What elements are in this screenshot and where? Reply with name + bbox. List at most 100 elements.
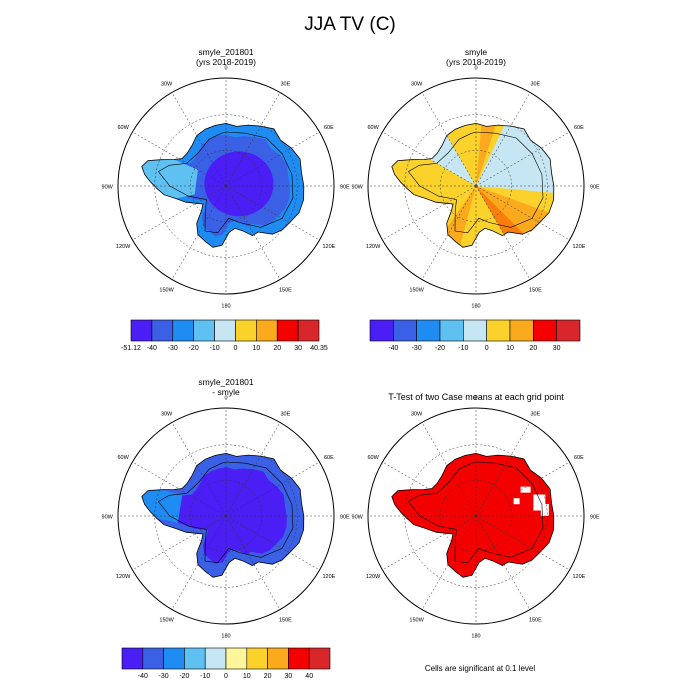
- colorbar-swatch: [393, 319, 417, 342]
- colorbar-tick-label: -20: [179, 673, 189, 680]
- main-title: JJA TV (C): [304, 14, 396, 35]
- colorbar-tick-label: -20: [435, 345, 445, 352]
- longitude-label: 30W: [161, 412, 173, 418]
- colorbar-swatch: [193, 319, 215, 342]
- colorbar-swatch: [439, 319, 464, 342]
- latitude-circle: [404, 114, 548, 258]
- meridian-line: [171, 422, 227, 517]
- colorbar-tick-label: -30: [412, 345, 422, 352]
- panel-title-line: smyle: [465, 47, 487, 57]
- meridian-line: [382, 131, 477, 187]
- longitude-label: 120E: [322, 244, 335, 250]
- field-wedge-warm-4: [476, 123, 513, 186]
- colorbar-tick-label: 0: [233, 345, 237, 352]
- map-boundary: [367, 77, 585, 295]
- longitude-label: 30E: [281, 82, 291, 88]
- longitude-label: 0: [224, 66, 227, 72]
- latitude-circle: [190, 150, 262, 222]
- longitude-label: 90E: [590, 185, 600, 191]
- longitude-label: 60E: [574, 455, 584, 461]
- colorbar-swatch: [163, 647, 185, 670]
- meridian-line: [382, 515, 477, 571]
- latitude-circle: [154, 444, 298, 588]
- colorbar-tick-label: 40.35: [310, 345, 328, 352]
- colorbar-swatch: [256, 319, 278, 342]
- meridian-line: [382, 185, 477, 241]
- colorbar-swatch: [416, 319, 441, 342]
- longitude-label: 150E: [529, 617, 542, 623]
- longitude-label: 150E: [279, 287, 292, 293]
- panel-3: smyle_201801- smyle030E60E90E120E150E180…: [102, 377, 350, 680]
- colorbar-swatch: [184, 647, 206, 670]
- longitude-label: 150W: [409, 287, 424, 293]
- longitude-label: 150E: [279, 617, 292, 623]
- longitude-label: 30W: [161, 82, 173, 88]
- colorbar-tick-label: 20: [273, 345, 281, 352]
- significance-footnote: Cells are significant at 0.1 level: [424, 664, 536, 673]
- longitude-label: 150W: [159, 287, 174, 293]
- meridian-line: [421, 92, 477, 187]
- colorbar-swatch: [509, 319, 534, 342]
- meridian-line: [132, 515, 227, 571]
- longitude-label: 60W: [367, 125, 379, 131]
- meridian-line: [475, 461, 570, 517]
- colorbar-tick-label: -40: [138, 673, 148, 680]
- colorbar-tick-label: 0: [485, 345, 489, 352]
- meridian-line: [475, 515, 570, 571]
- coastline: [391, 122, 555, 248]
- map-boundary: [117, 77, 335, 295]
- latitude-circle: [404, 444, 548, 588]
- meridian-line: [132, 185, 227, 241]
- field-wedge-warm-1: [476, 186, 554, 248]
- longitude-label: 180: [471, 303, 480, 309]
- colorbar-swatch: [130, 319, 153, 342]
- colorbar-tick-label: 10: [506, 345, 514, 352]
- colorbar-swatch: [288, 647, 310, 670]
- colorbar-tick-label: -40: [388, 345, 398, 352]
- longitude-label: 60E: [324, 455, 334, 461]
- longitude-label: 120W: [366, 244, 381, 250]
- longitude-label: 60W: [367, 455, 379, 461]
- colorbar-swatch: [225, 647, 248, 670]
- meridian-line: [225, 185, 320, 241]
- field-level-minus-40: [204, 151, 274, 217]
- panel-title-line: (yrs 2018-2019): [196, 57, 256, 67]
- longitude-label: 90E: [340, 185, 350, 191]
- coastline: [391, 452, 555, 578]
- longitude-label: 30E: [281, 412, 291, 418]
- colorbar-tick-label: -40: [147, 345, 157, 352]
- longitude-label: 30E: [531, 82, 541, 88]
- meridian-line: [382, 461, 477, 517]
- colorbar-swatch: [151, 319, 174, 342]
- longitude-label: 90E: [340, 515, 350, 521]
- longitude-label: 0: [224, 396, 227, 402]
- longitude-label: 150W: [409, 617, 424, 623]
- colorbar-tick-label: -30: [159, 673, 169, 680]
- meridian-line: [225, 461, 320, 517]
- colorbar-tick-label: 30: [294, 345, 302, 352]
- longitude-label: 120W: [366, 574, 381, 580]
- meridian-line: [421, 515, 477, 610]
- grounding-line: [407, 131, 544, 234]
- longitude-label: 120E: [322, 574, 335, 580]
- colorbar-tick-label: 20: [529, 345, 537, 352]
- meridian-line: [475, 92, 531, 187]
- longitude-label: 180: [471, 633, 480, 639]
- colorbar-tick-label: -10: [200, 673, 210, 680]
- longitude-label: 90E: [590, 515, 600, 521]
- colorbar-swatch: [463, 319, 487, 342]
- longitude-label: 60W: [117, 455, 129, 461]
- colorbar: -40 -30 -20 -10 0 10 20 30: [369, 319, 581, 352]
- longitude-label: 180: [221, 303, 230, 309]
- meridian-line: [225, 185, 281, 280]
- longitude-label: 90W: [352, 185, 364, 191]
- meridian-line: [475, 422, 531, 517]
- colorbar-tick-label: 20: [264, 673, 272, 680]
- longitude-label: 120E: [572, 244, 585, 250]
- colorbar-swatch: [267, 647, 289, 670]
- colorbar: -40 -30 -20 -10 0 10 20 30 40: [121, 647, 331, 680]
- colorbar-tick-label: 0: [224, 673, 228, 680]
- colorbar-tick-label: -10: [458, 345, 468, 352]
- grounding-line: [157, 131, 294, 234]
- longitude-label: 30W: [411, 82, 423, 88]
